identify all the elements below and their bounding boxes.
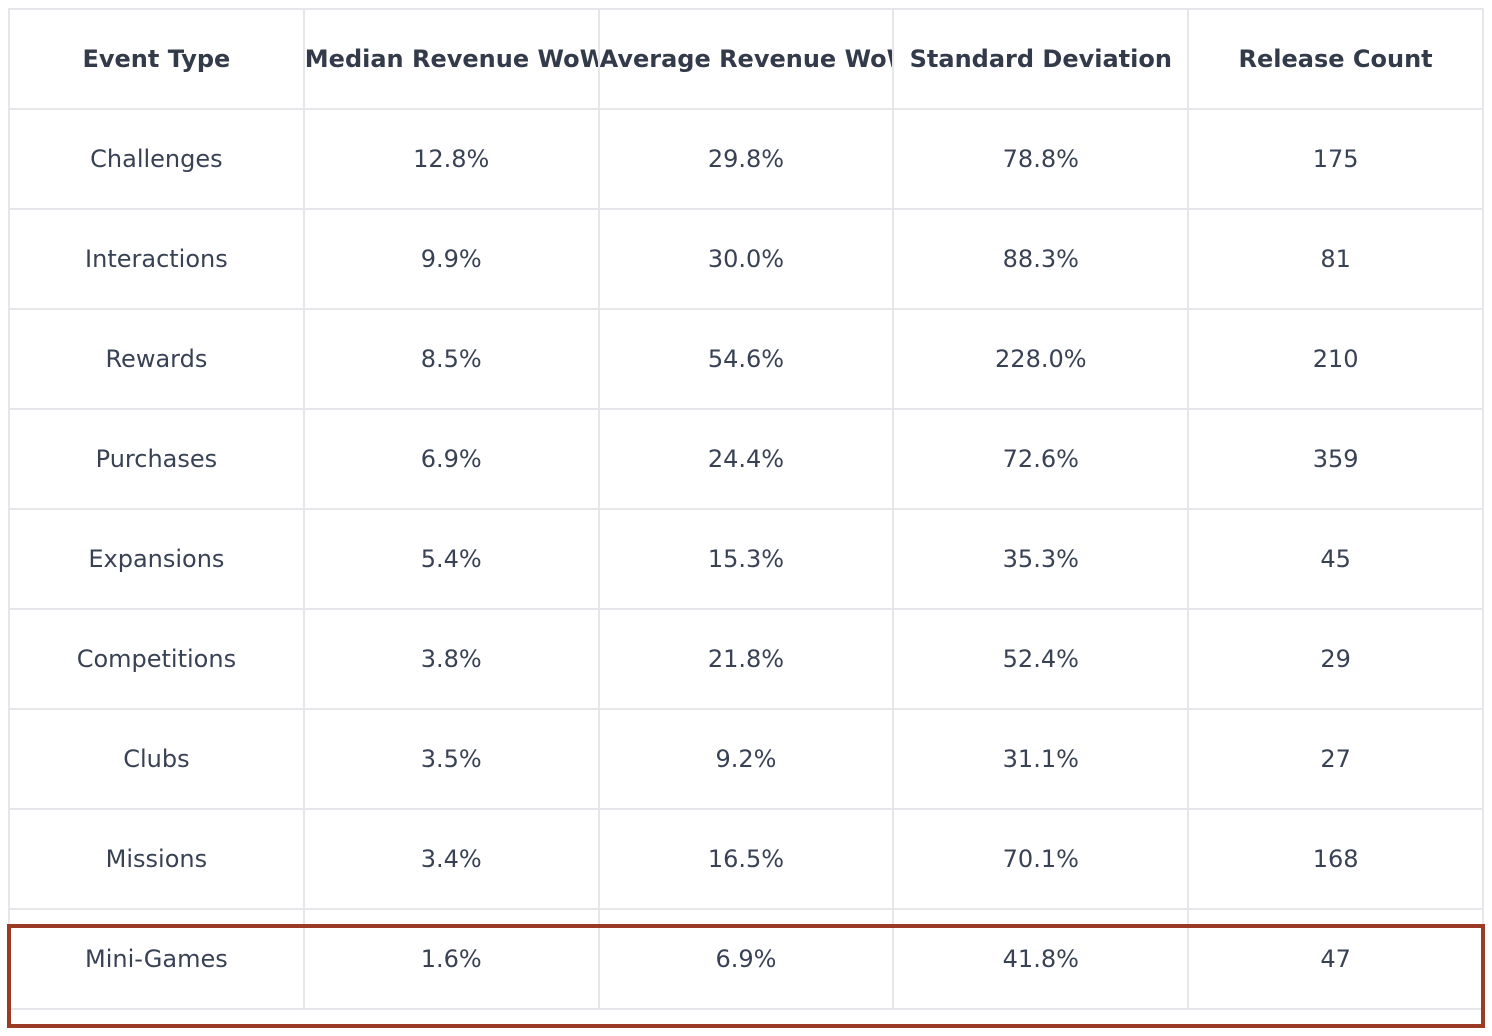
cell-release-count: 168: [1187, 808, 1484, 910]
cell-average-revenue: 6.9%: [597, 908, 895, 1010]
cell-standard-deviation: 41.8%: [892, 908, 1190, 1010]
cell-release-count: 359: [1187, 408, 1484, 510]
header-average-revenue-wow: Average Revenue WoW: [597, 8, 895, 110]
cell-release-count: 210: [1187, 308, 1484, 410]
header-standard-deviation: Standard Deviation: [892, 8, 1190, 110]
table-row: Missions 3.4% 16.5% 70.1% 168: [8, 808, 1484, 910]
table-body: Challenges 12.8% 29.8% 78.8% 175 Interac…: [8, 108, 1484, 1010]
cell-average-revenue: 16.5%: [597, 808, 895, 910]
table-row: Clubs 3.5% 9.2% 31.1% 27: [8, 708, 1484, 810]
table-row: Expansions 5.4% 15.3% 35.3% 45: [8, 508, 1484, 610]
cell-event-type: Challenges: [8, 108, 305, 210]
cell-average-revenue: 21.8%: [597, 608, 895, 710]
cell-event-type: Purchases: [8, 408, 305, 510]
header-median-revenue-wow: Median Revenue WoW: [302, 8, 600, 110]
cell-standard-deviation: 31.1%: [892, 708, 1190, 810]
table-row: Rewards 8.5% 54.6% 228.0% 210: [8, 308, 1484, 410]
header-release-count: Release Count: [1187, 8, 1484, 110]
cell-event-type: Competitions: [8, 608, 305, 710]
cell-release-count: 47: [1187, 908, 1484, 1010]
table-header: Event Type Median Revenue WoW Average Re…: [8, 8, 1484, 110]
cell-median-revenue: 6.9%: [302, 408, 600, 510]
cell-average-revenue: 54.6%: [597, 308, 895, 410]
cell-median-revenue: 9.9%: [302, 208, 600, 310]
cell-release-count: 45: [1187, 508, 1484, 610]
cell-average-revenue: 15.3%: [597, 508, 895, 610]
cell-standard-deviation: 52.4%: [892, 608, 1190, 710]
event-type-table-container: Event Type Median Revenue WoW Average Re…: [8, 8, 1484, 1010]
cell-average-revenue: 30.0%: [597, 208, 895, 310]
cell-median-revenue: 12.8%: [302, 108, 600, 210]
table-row-highlighted: Mini-Games 1.6% 6.9% 41.8% 47: [8, 908, 1484, 1010]
cell-standard-deviation: 228.0%: [892, 308, 1190, 410]
cell-event-type: Clubs: [8, 708, 305, 810]
cell-standard-deviation: 35.3%: [892, 508, 1190, 610]
table-row: Competitions 3.8% 21.8% 52.4% 29: [8, 608, 1484, 710]
cell-event-type: Expansions: [8, 508, 305, 610]
cell-release-count: 81: [1187, 208, 1484, 310]
cell-median-revenue: 1.6%: [302, 908, 600, 1010]
cell-release-count: 29: [1187, 608, 1484, 710]
cell-release-count: 175: [1187, 108, 1484, 210]
header-row: Event Type Median Revenue WoW Average Re…: [8, 8, 1484, 110]
cell-standard-deviation: 88.3%: [892, 208, 1190, 310]
cell-median-revenue: 3.8%: [302, 608, 600, 710]
cell-release-count: 27: [1187, 708, 1484, 810]
cell-average-revenue: 24.4%: [597, 408, 895, 510]
cell-event-type: Rewards: [8, 308, 305, 410]
cell-median-revenue: 5.4%: [302, 508, 600, 610]
table-row: Interactions 9.9% 30.0% 88.3% 81: [8, 208, 1484, 310]
table-row: Purchases 6.9% 24.4% 72.6% 359: [8, 408, 1484, 510]
cell-average-revenue: 29.8%: [597, 108, 895, 210]
cell-standard-deviation: 78.8%: [892, 108, 1190, 210]
event-type-table: Event Type Median Revenue WoW Average Re…: [8, 8, 1484, 1010]
cell-event-type: Missions: [8, 808, 305, 910]
table-row: Challenges 12.8% 29.8% 78.8% 175: [8, 108, 1484, 210]
cell-standard-deviation: 70.1%: [892, 808, 1190, 910]
header-event-type: Event Type: [8, 8, 305, 110]
cell-median-revenue: 3.4%: [302, 808, 600, 910]
cell-median-revenue: 8.5%: [302, 308, 600, 410]
cell-median-revenue: 3.5%: [302, 708, 600, 810]
cell-average-revenue: 9.2%: [597, 708, 895, 810]
cell-standard-deviation: 72.6%: [892, 408, 1190, 510]
cell-event-type: Mini-Games: [8, 908, 305, 1010]
cell-event-type: Interactions: [8, 208, 305, 310]
